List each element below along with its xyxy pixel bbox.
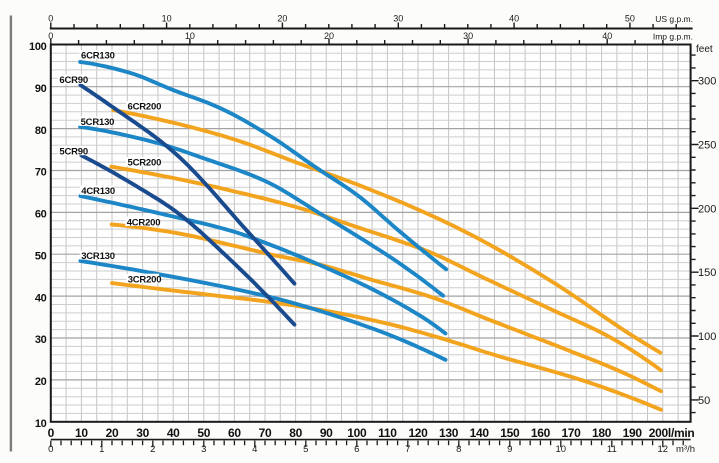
svg-text:50: 50 bbox=[698, 395, 710, 407]
svg-text:Imp g.p.m.: Imp g.p.m. bbox=[653, 32, 693, 42]
svg-text:40: 40 bbox=[167, 426, 180, 440]
svg-text:1: 1 bbox=[99, 444, 104, 455]
svg-text:10: 10 bbox=[35, 418, 47, 430]
svg-text:20: 20 bbox=[35, 376, 47, 388]
svg-text:4CR200: 4CR200 bbox=[127, 217, 161, 228]
svg-text:40: 40 bbox=[35, 292, 47, 304]
svg-text:7: 7 bbox=[405, 444, 410, 455]
svg-text:6: 6 bbox=[354, 444, 359, 455]
svg-text:4: 4 bbox=[252, 444, 257, 455]
svg-text:5CR130: 5CR130 bbox=[81, 117, 115, 128]
svg-text:200l/min: 200l/min bbox=[649, 426, 695, 440]
svg-text:10: 10 bbox=[162, 14, 172, 24]
svg-text:20: 20 bbox=[324, 31, 334, 41]
svg-text:120: 120 bbox=[408, 426, 428, 440]
svg-text:10: 10 bbox=[556, 444, 567, 455]
svg-text:US g.p.m.: US g.p.m. bbox=[655, 14, 693, 24]
svg-text:180: 180 bbox=[592, 426, 612, 440]
svg-text:100: 100 bbox=[347, 426, 367, 440]
svg-text:6CR130: 6CR130 bbox=[81, 51, 115, 62]
svg-text:30: 30 bbox=[463, 31, 473, 41]
svg-text:10: 10 bbox=[75, 426, 88, 440]
svg-text:40: 40 bbox=[509, 14, 519, 24]
svg-text:90: 90 bbox=[320, 426, 333, 440]
svg-text:90: 90 bbox=[35, 83, 47, 95]
svg-text:30: 30 bbox=[393, 14, 403, 24]
svg-text:150: 150 bbox=[698, 267, 716, 279]
svg-text:110: 110 bbox=[378, 426, 397, 440]
svg-text:0: 0 bbox=[48, 31, 53, 41]
svg-text:4CR130: 4CR130 bbox=[81, 186, 115, 197]
svg-text:150: 150 bbox=[500, 426, 520, 440]
svg-text:3CR200: 3CR200 bbox=[128, 274, 162, 285]
svg-text:10: 10 bbox=[185, 31, 195, 41]
svg-text:20: 20 bbox=[277, 14, 287, 24]
svg-text:160: 160 bbox=[531, 426, 551, 440]
svg-text:70: 70 bbox=[35, 167, 47, 179]
svg-text:140: 140 bbox=[470, 426, 490, 440]
svg-text:170: 170 bbox=[561, 426, 581, 440]
svg-text:5: 5 bbox=[303, 444, 308, 455]
svg-text:100: 100 bbox=[698, 331, 716, 343]
svg-text:9: 9 bbox=[507, 444, 512, 455]
svg-text:130: 130 bbox=[439, 426, 459, 440]
svg-text:20: 20 bbox=[106, 426, 119, 440]
svg-text:11: 11 bbox=[607, 444, 617, 455]
svg-text:0: 0 bbox=[48, 444, 53, 455]
svg-text:6CR90: 6CR90 bbox=[59, 75, 88, 86]
svg-text:12: 12 bbox=[658, 444, 669, 455]
svg-text:3CR130: 3CR130 bbox=[81, 251, 115, 262]
svg-text:40: 40 bbox=[602, 31, 612, 41]
svg-text:30: 30 bbox=[35, 334, 47, 346]
svg-text:5CR90: 5CR90 bbox=[59, 147, 88, 158]
svg-text:30: 30 bbox=[136, 426, 149, 440]
svg-text:m³/h: m³/h bbox=[676, 444, 695, 455]
svg-text:8: 8 bbox=[456, 444, 461, 455]
svg-text:0: 0 bbox=[48, 14, 53, 24]
svg-text:60: 60 bbox=[228, 426, 241, 440]
svg-text:80: 80 bbox=[35, 125, 47, 137]
svg-text:300: 300 bbox=[698, 76, 716, 88]
svg-text:50: 50 bbox=[35, 250, 47, 262]
svg-text:70: 70 bbox=[259, 426, 272, 440]
svg-text:5CR200: 5CR200 bbox=[128, 158, 162, 169]
svg-text:2: 2 bbox=[150, 444, 155, 455]
svg-text:190: 190 bbox=[623, 426, 643, 440]
svg-text:feet: feet bbox=[696, 44, 713, 55]
svg-text:250: 250 bbox=[698, 140, 716, 152]
svg-text:0: 0 bbox=[48, 426, 55, 440]
svg-text:100: 100 bbox=[29, 41, 47, 53]
svg-text:6CR200: 6CR200 bbox=[128, 102, 162, 113]
svg-text:80: 80 bbox=[289, 426, 302, 440]
svg-text:3: 3 bbox=[201, 444, 206, 455]
svg-text:60: 60 bbox=[35, 209, 47, 221]
svg-text:50: 50 bbox=[197, 426, 210, 440]
svg-text:50: 50 bbox=[625, 14, 635, 24]
svg-text:200: 200 bbox=[698, 203, 716, 215]
